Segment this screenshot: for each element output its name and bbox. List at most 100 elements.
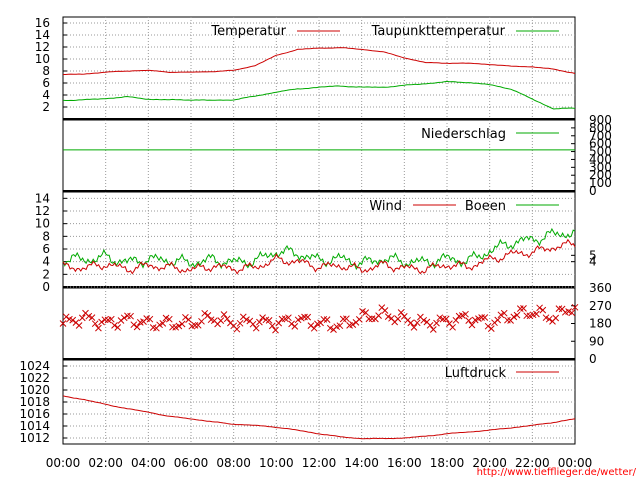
legend-luftdruck: Luftdruck [445,366,559,381]
wind-direction-marker [362,309,370,316]
series-line-boeen [62,227,576,271]
series-line-taupunkttemperatur [62,80,576,110]
wind-direction-marker [304,313,312,321]
legend-taupunkt: Taupunkttemperatur [371,24,559,39]
x-tick-label: 02:00 [88,456,123,470]
wind-direction-marker [130,321,138,329]
wind-direction-marker [433,319,440,327]
y-tick-label: 1022 [19,371,50,385]
wind-direction-marker [343,315,350,323]
wind-direction-marker [533,310,540,318]
wind-direction-marker [494,316,502,324]
y-tick-label: 14 [35,191,50,205]
wind-direction-marker [336,322,344,330]
wind-direction-marker [259,314,266,321]
legend-niederschlag-label: Niederschlag [421,127,506,142]
series-line-wind [62,238,576,275]
wind-direction-marker [159,320,167,327]
x-tick-label: 22:00 [515,456,550,470]
y-tick-label: 10 [35,52,50,66]
wind-direction-marker [497,311,505,319]
y-tick-label: 4 [42,88,50,102]
wind-direction-marker [111,322,118,329]
wind-direction-marker [236,319,244,327]
wind-direction-marker [114,324,122,331]
x-tick-label: 04:00 [131,456,166,470]
wind-direction-marker [127,312,134,320]
wind-direction-marker [420,316,428,324]
wind-direction-marker [265,317,273,324]
y-tick-label-right: 700 [589,129,612,143]
x-tick-label: 06:00 [174,456,209,470]
wind-direction-marker [552,314,560,322]
x-tick-label: 00:00 [558,456,593,470]
y-tick-label: 1024 [19,359,50,373]
legend-luftdruck-label: Luftdruck [445,366,507,381]
wind-direction-marker [394,315,402,323]
x-tick-label: 12:00 [302,456,337,470]
legend-taupunkt-label: Taupunkttemperatur [371,24,506,39]
y-tick-label-right: 800 [589,121,612,135]
wind-direction-marker [429,326,437,333]
wind-direction-marker [481,314,489,321]
wind-direction-marker [107,315,115,323]
x-tick-label: 08:00 [216,456,251,470]
y-tick-label-right: 900 [589,113,612,127]
x-tick-label: 00:00 [46,456,81,470]
legend-boeen: Boeen [465,199,559,214]
wind-direction-marker [375,312,382,319]
y-tick-label-right: 360 [589,281,612,295]
wind-direction-marker [291,323,299,330]
y-tick-label-right: 600 [589,137,612,151]
y-tick-label-right: 270 [589,299,612,313]
wind-direction-marker [516,305,524,312]
wind-direction-marker [204,312,212,319]
source-url: http://www.tiefflieger.de/wetter/ [477,467,637,478]
y-tick-label: 10 [35,217,50,231]
wind-direction-marker [220,311,228,318]
wind-direction-marker [413,319,421,327]
y-tick-label: 2 [42,100,50,114]
series-line-luftdruck [62,395,576,440]
wind-direction-marker [465,317,473,324]
wind-direction-marker [294,316,302,324]
x-tick-label: 20:00 [472,456,507,470]
y-tick-label-right: 5 [589,248,597,262]
wind-direction-marker [249,320,257,328]
y-tick-label: 12 [35,204,50,218]
wind-direction-marker [175,322,183,330]
wind-direction-marker [223,315,231,323]
wind-direction-marker [78,314,86,322]
y-tick-label: 1012 [19,431,50,445]
series-line-temperatur [63,47,576,75]
wind-direction-marker [520,305,527,312]
x-tick-label: 10:00 [259,456,294,470]
wind-direction-marker [478,314,485,321]
y-tick-label: 1016 [19,407,50,421]
y-tick-label: 1014 [19,419,50,433]
y-tick-label-right: 500 [589,145,612,159]
wind-direction-marker [285,314,292,322]
legend-temperatur-label: Temperatur [210,24,286,39]
wind-direction-points [59,303,579,334]
wind-direction-marker [571,303,579,311]
wind-direction-marker [410,324,418,331]
wind-direction-marker [169,323,176,331]
wind-direction-marker [442,315,450,323]
wind-direction-marker [252,324,260,332]
wind-direction-marker [75,322,83,329]
wind-direction-marker [198,317,205,325]
wind-direction-marker [98,318,105,326]
wind-direction-marker [487,325,495,332]
wind-direction-marker [323,316,331,323]
wind-direction-marker [62,313,70,321]
wind-direction-marker [381,307,389,314]
wind-direction-marker [484,322,492,330]
y-tick-label: 8 [42,229,50,243]
wind-direction-marker [185,316,192,323]
y-tick-label-right: 4 [589,255,597,269]
y-tick-label: 4 [42,255,50,269]
y-tick-label: 14 [35,28,50,42]
y-tick-label: 6 [42,242,50,256]
wind-direction-marker [513,311,521,319]
